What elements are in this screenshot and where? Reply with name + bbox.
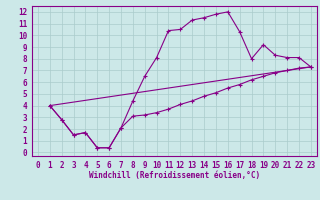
X-axis label: Windchill (Refroidissement éolien,°C): Windchill (Refroidissement éolien,°C) xyxy=(89,171,260,180)
